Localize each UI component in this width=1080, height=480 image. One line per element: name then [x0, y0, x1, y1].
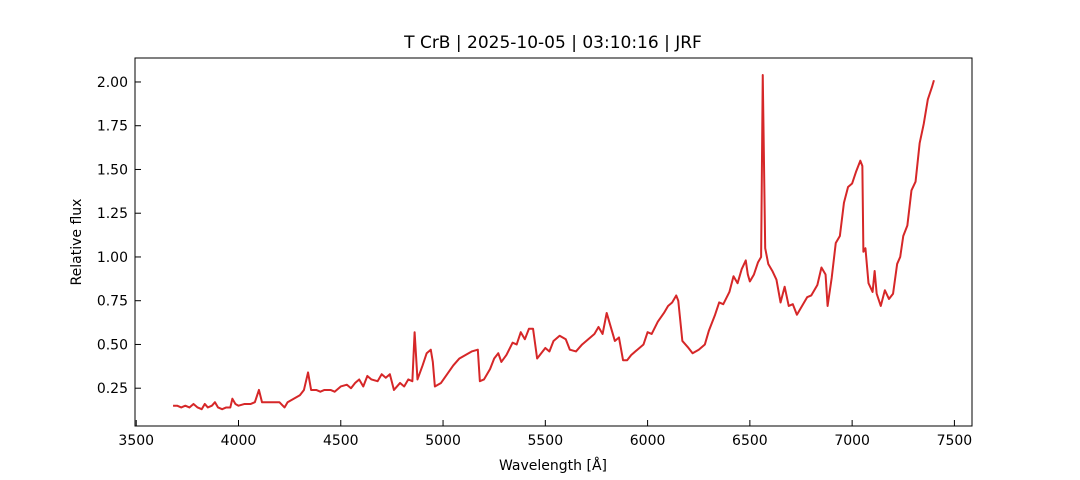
- x-axis-label: Wavelength [Å]: [499, 457, 607, 474]
- y-tick-label: 1.50: [97, 162, 128, 178]
- chart-title: T CrB | 2025-10-05 | 03:10:16 | JRF: [403, 33, 702, 53]
- x-tick-label: 5500: [527, 433, 563, 449]
- x-tick-label: 4000: [221, 433, 257, 449]
- y-tick-label: 0.50: [97, 337, 128, 353]
- y-tick-label: 1.25: [97, 206, 128, 222]
- y-tick-label: 0.25: [97, 381, 128, 397]
- x-tick-label: 7500: [937, 433, 973, 449]
- x-tick-label: 3500: [118, 433, 154, 449]
- y-tick-label: 1.00: [97, 250, 128, 266]
- x-tick-label: 6500: [732, 433, 768, 449]
- x-tick-label: 5000: [425, 433, 461, 449]
- x-tick-label: 7000: [834, 433, 870, 449]
- y-tick-label: 2.00: [97, 75, 128, 91]
- x-tick-label: 4500: [323, 433, 359, 449]
- y-axis-label: Relative flux: [69, 199, 85, 286]
- y-tick-label: 0.75: [97, 294, 128, 310]
- spectrum-line: [173, 73, 935, 411]
- x-tick-label: 6000: [630, 433, 666, 449]
- y-tick-label: 1.75: [97, 119, 128, 135]
- plot-frame: [134, 57, 973, 427]
